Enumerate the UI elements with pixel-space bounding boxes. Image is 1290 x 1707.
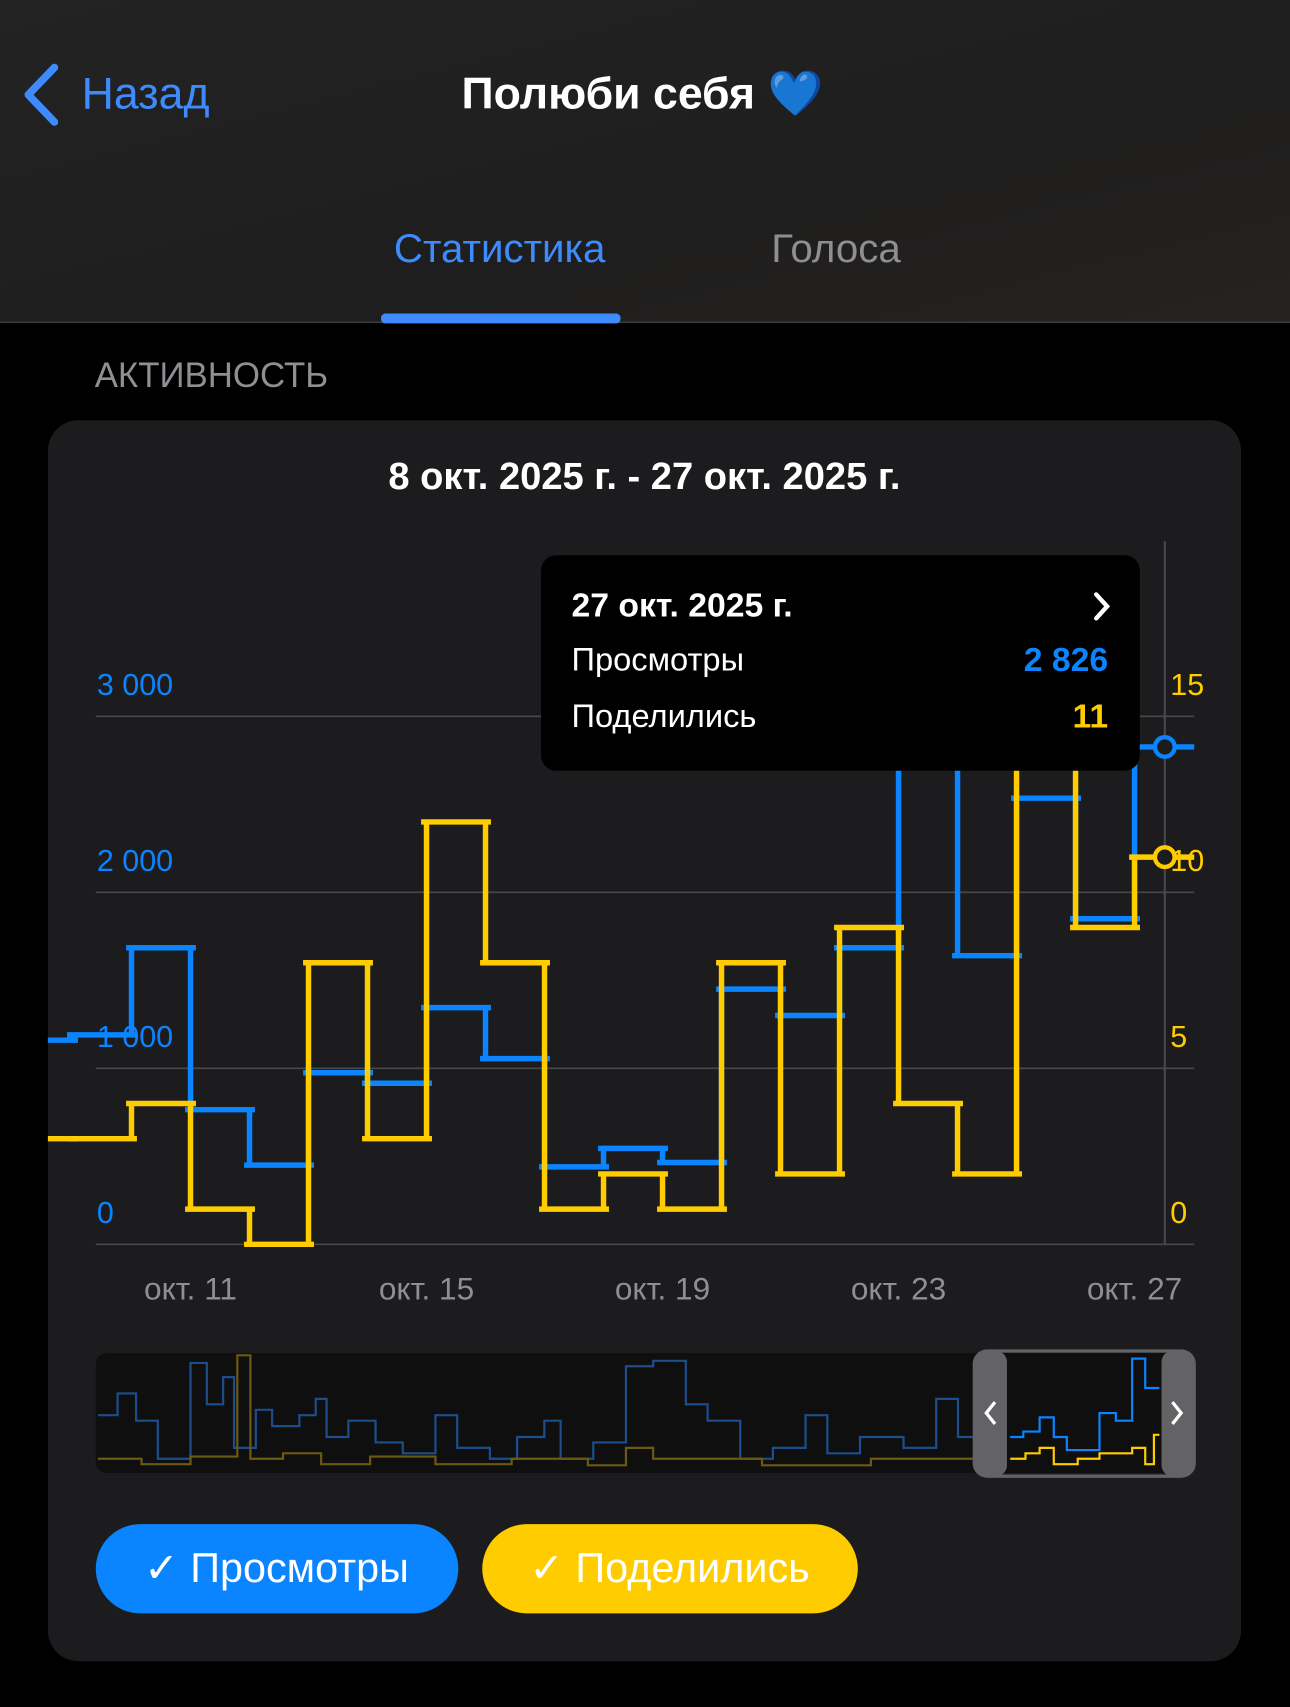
handle-chevron	[1171, 1401, 1184, 1425]
back-chevron	[24, 63, 59, 126]
series-layer	[47, 660, 1195, 1248]
legend-check: ✓	[529, 1545, 564, 1591]
legend-label: ✓ Просмотры	[144, 1545, 409, 1591]
overview-handle[interactable]	[1161, 1350, 1195, 1477]
header-bg	[0, 0, 1290, 323]
tooltip-bg	[541, 555, 1140, 771]
x-tick-label: окт. 11	[144, 1270, 237, 1306]
y-tick-label: 3 000	[97, 668, 173, 702]
overview-line	[1010, 1357, 1160, 1452]
legend-toggle[interactable]: ✓ Просмотры	[95, 1524, 459, 1614]
tooltip-row-value: 11	[1073, 697, 1109, 735]
selected-point	[1152, 845, 1177, 870]
overview-line	[97, 1359, 975, 1460]
overview-handle[interactable]	[974, 1350, 1007, 1477]
overview-line	[97, 1354, 975, 1467]
tooltip[interactable]: 27 окт. 2025 г. Просмотры 2 826 Поделили…	[541, 555, 1140, 771]
overview-bg	[95, 1353, 1195, 1473]
legend-check: ✓	[144, 1545, 179, 1591]
y-tick-label: 0	[97, 1196, 114, 1230]
back-button[interactable]: Назад	[24, 63, 210, 126]
back-label: Назад	[82, 70, 210, 119]
tooltip-chevron	[1094, 592, 1111, 621]
legend-label: ✓ Поделились	[529, 1545, 809, 1591]
x-tick-label: окт. 27	[1087, 1270, 1182, 1306]
section-label: АКТИВНОСТЬ	[95, 356, 328, 395]
tab-active[interactable]: Статистика	[394, 226, 606, 271]
tab[interactable]: Голоса	[771, 226, 901, 271]
tooltip-row-label: Поделились	[572, 697, 757, 734]
selected-point	[1152, 734, 1177, 759]
handle-chevron	[984, 1401, 997, 1425]
legend-name: Поделились	[575, 1545, 809, 1591]
x-tick-label: окт. 23	[851, 1270, 946, 1306]
legend-name: Просмотры	[190, 1545, 409, 1591]
tooltip-row-value: 2 826	[1024, 641, 1108, 679]
overview-strip[interactable]	[95, 1349, 1196, 1478]
y-tick-label: 2 000	[97, 844, 173, 878]
screen-title: Полюби себя 💙	[462, 69, 824, 119]
chart-title: 8 окт. 2025 г. - 27 окт. 2025 г.	[388, 456, 900, 498]
y2-tick-label: 0	[1170, 1196, 1187, 1230]
tab-indicator	[381, 313, 621, 324]
legend-pill	[95, 1524, 459, 1614]
legend-toggle[interactable]: ✓ Поделились	[482, 1524, 858, 1614]
y2-tick-label: 5	[1170, 1020, 1187, 1054]
x-tick-label: окт. 15	[379, 1270, 474, 1306]
overview-line	[1010, 1433, 1160, 1466]
y2-tick-label: 15	[1170, 668, 1204, 702]
tooltip-row-label: Просмотры	[572, 641, 745, 678]
tooltip-date: 27 окт. 2025 г.	[572, 586, 793, 624]
x-tick-label: окт. 19	[615, 1270, 710, 1306]
legend-pill	[482, 1524, 858, 1614]
